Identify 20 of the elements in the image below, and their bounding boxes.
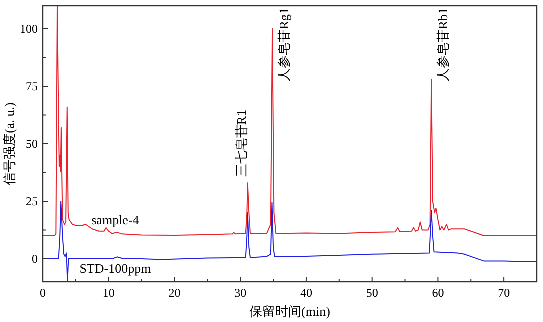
y-axis-title: 信号强度(a. u.): [2, 102, 17, 186]
y-tick-label: 25: [26, 194, 38, 208]
x-tick-label: 60: [432, 286, 444, 300]
y-tick-label: 100: [20, 22, 38, 36]
x-tick-label: 20: [168, 286, 181, 300]
series-label: STD-100ppm: [80, 261, 152, 276]
y-tick-label: 0: [32, 252, 38, 266]
x-tick-label: 50: [366, 286, 378, 300]
x-axis-title: 保留时间(min): [250, 304, 330, 319]
x-tick-label: 30: [234, 286, 247, 300]
series-label: sample-4: [92, 212, 140, 228]
annotation: 三七皂苷R1: [234, 110, 249, 178]
x-tick-label: 70: [498, 286, 510, 300]
line-series: [43, 6, 537, 236]
x-tick-label: 40: [300, 286, 312, 300]
y-tick-label: 50: [26, 137, 38, 151]
annotation: 人参皂苷Rb1: [436, 8, 451, 82]
y-tick-label: 75: [26, 80, 38, 94]
annotation: 人参皂苷Rg1: [276, 8, 292, 82]
x-tick-label: 10: [102, 286, 115, 300]
